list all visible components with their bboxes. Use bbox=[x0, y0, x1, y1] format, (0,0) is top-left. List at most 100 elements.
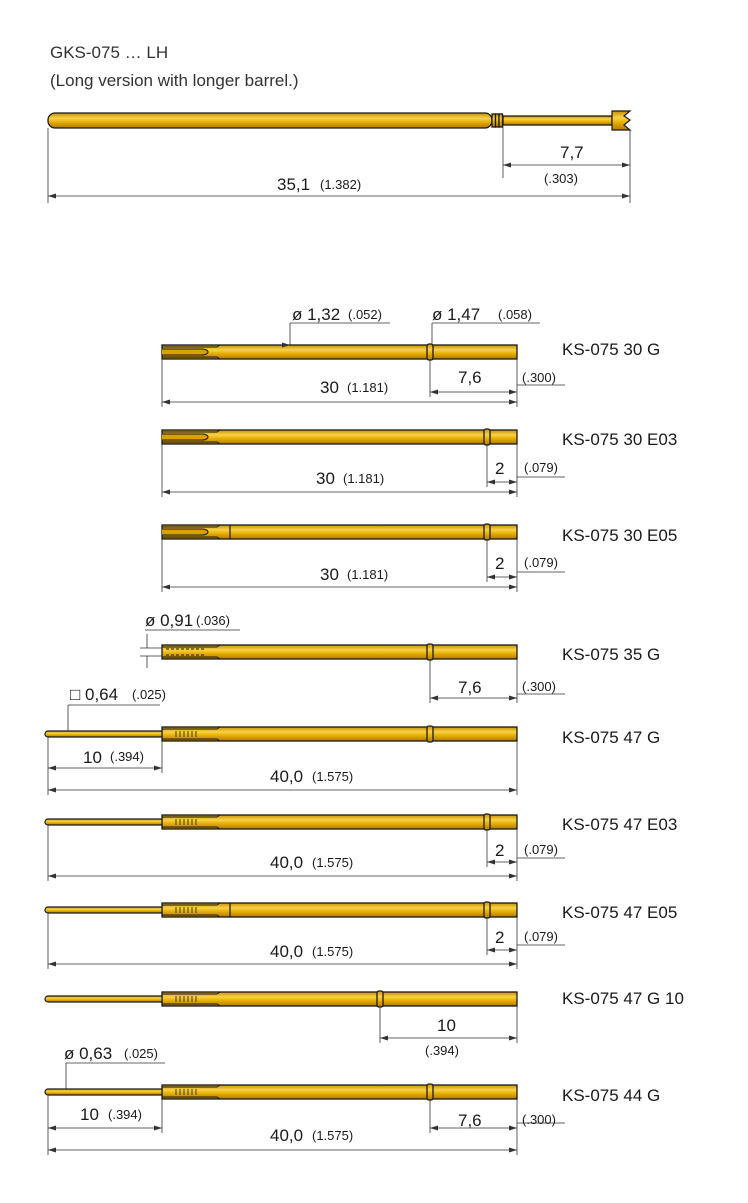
arrowhead bbox=[487, 479, 495, 485]
barrel-neck bbox=[162, 429, 221, 445]
dim-total: 40,0 bbox=[270, 853, 303, 872]
dim-end-in: (.079) bbox=[524, 555, 558, 570]
barrel-neck bbox=[162, 344, 221, 360]
dim-end-in: (.300) bbox=[522, 679, 556, 694]
square-in: (.025) bbox=[132, 687, 166, 702]
dia1-in: (.052) bbox=[348, 307, 382, 322]
dim-end-in: (.079) bbox=[524, 842, 558, 857]
collar-ring bbox=[426, 643, 434, 661]
dim-total-in: (1.575) bbox=[312, 944, 353, 959]
arrowhead bbox=[509, 1147, 517, 1153]
collar-ring bbox=[483, 428, 491, 446]
dim-tip-in: (.394) bbox=[110, 749, 144, 764]
dim-end: 2 bbox=[495, 841, 504, 860]
dim-total: 30 bbox=[316, 469, 335, 488]
dim-total-in: (1.575) bbox=[312, 1128, 353, 1143]
dia2: ø 1,47 bbox=[432, 305, 480, 324]
arrowhead bbox=[48, 1125, 56, 1131]
part-name: KS-075 47 E05 bbox=[562, 903, 677, 922]
arrowhead bbox=[48, 193, 56, 199]
dim-total: 30 bbox=[320, 378, 339, 397]
part-name: KS-075 30 E05 bbox=[562, 526, 677, 545]
collar-ring bbox=[483, 901, 491, 919]
gks-plunger bbox=[502, 115, 613, 126]
part-name: KS-075 44 G bbox=[562, 1086, 660, 1105]
dia: ø 0,91 bbox=[145, 611, 193, 630]
dim-end-in: (.394) bbox=[425, 1043, 459, 1058]
dia-in: (.025) bbox=[124, 1046, 158, 1061]
part-name: KS-075 30 G bbox=[562, 340, 660, 359]
crown-tip bbox=[611, 110, 632, 131]
plunger-tip bbox=[44, 818, 163, 826]
dim-total-in: (1.382) bbox=[320, 177, 361, 192]
collar-ring bbox=[426, 725, 434, 743]
barrel-neck bbox=[162, 1084, 221, 1100]
arrowhead bbox=[509, 574, 517, 580]
arrowhead bbox=[509, 961, 517, 967]
dim-tip-in: (.394) bbox=[108, 1107, 142, 1122]
arrowhead bbox=[622, 193, 630, 199]
dim-end: 2 bbox=[495, 554, 504, 573]
dia: ø 0,63 bbox=[64, 1044, 112, 1063]
part-name: KS-075 47 G 10 bbox=[562, 989, 684, 1008]
dim-end: 7,6 bbox=[458, 678, 482, 697]
arrowhead bbox=[509, 787, 517, 793]
arrowhead bbox=[282, 342, 290, 348]
arrowhead bbox=[509, 584, 517, 590]
hollow-dash bbox=[166, 648, 206, 656]
dim-tip: 10 bbox=[80, 1105, 99, 1124]
dimension-layer bbox=[47, 126, 631, 1155]
arrowhead bbox=[430, 1125, 438, 1131]
plunger-tip bbox=[44, 730, 163, 738]
arrowhead bbox=[509, 695, 517, 701]
arrowhead bbox=[509, 389, 517, 395]
collar-ring bbox=[376, 990, 384, 1008]
gks-barrel bbox=[47, 112, 493, 129]
square: □ 0,64 bbox=[70, 685, 118, 704]
arrowhead bbox=[48, 961, 56, 967]
dim-end-in: (.079) bbox=[524, 929, 558, 944]
barrel-neck bbox=[162, 991, 221, 1007]
dim-plunger: 7,7 bbox=[560, 143, 584, 162]
arrowhead bbox=[430, 389, 438, 395]
title: GKS-075 … LH bbox=[50, 43, 168, 62]
arrowhead bbox=[154, 765, 162, 771]
slot bbox=[162, 528, 209, 536]
arrowhead bbox=[162, 584, 170, 590]
part-name: KS-075 47 G bbox=[562, 728, 660, 747]
subtitle: (Long version with longer barrel.) bbox=[50, 71, 299, 90]
arrowhead bbox=[509, 1125, 517, 1131]
dim-end-in: (.079) bbox=[524, 460, 558, 475]
arrowhead bbox=[509, 859, 517, 865]
dim-total: 40,0 bbox=[270, 1126, 303, 1145]
barrel-neck bbox=[162, 726, 221, 742]
part-name: KS-075 30 E03 bbox=[562, 430, 677, 449]
arrowhead bbox=[48, 787, 56, 793]
plunger-tip bbox=[44, 995, 163, 1003]
dim-tip: 10 bbox=[83, 748, 102, 767]
barrel-neck bbox=[162, 644, 221, 660]
arrowhead bbox=[509, 399, 517, 405]
arrowhead bbox=[487, 859, 495, 865]
dim-total-in: (1.575) bbox=[312, 855, 353, 870]
dim-total: 30 bbox=[320, 565, 339, 584]
barrel-neck bbox=[162, 814, 221, 830]
shapes-layer bbox=[44, 110, 632, 1101]
slot bbox=[162, 433, 209, 441]
dia1: ø 1,32 bbox=[292, 305, 340, 324]
arrowhead bbox=[487, 574, 495, 580]
dim-total-in: (1.181) bbox=[347, 567, 388, 582]
dim-total-in: (1.575) bbox=[312, 769, 353, 784]
dim-total: 35,1 bbox=[277, 175, 310, 194]
dim-end-in: (.300) bbox=[522, 1112, 556, 1127]
arrowhead bbox=[487, 947, 495, 953]
collar-ring bbox=[426, 343, 434, 361]
arrowhead bbox=[154, 1125, 162, 1131]
arrowhead bbox=[509, 489, 517, 495]
arrowhead bbox=[509, 479, 517, 485]
dim-plunger-in: (.303) bbox=[544, 171, 578, 186]
collar-ring bbox=[483, 813, 491, 831]
dim-end: 10 bbox=[437, 1016, 456, 1035]
dim-end-in: (.300) bbox=[522, 370, 556, 385]
dim-end: 7,6 bbox=[458, 368, 482, 387]
